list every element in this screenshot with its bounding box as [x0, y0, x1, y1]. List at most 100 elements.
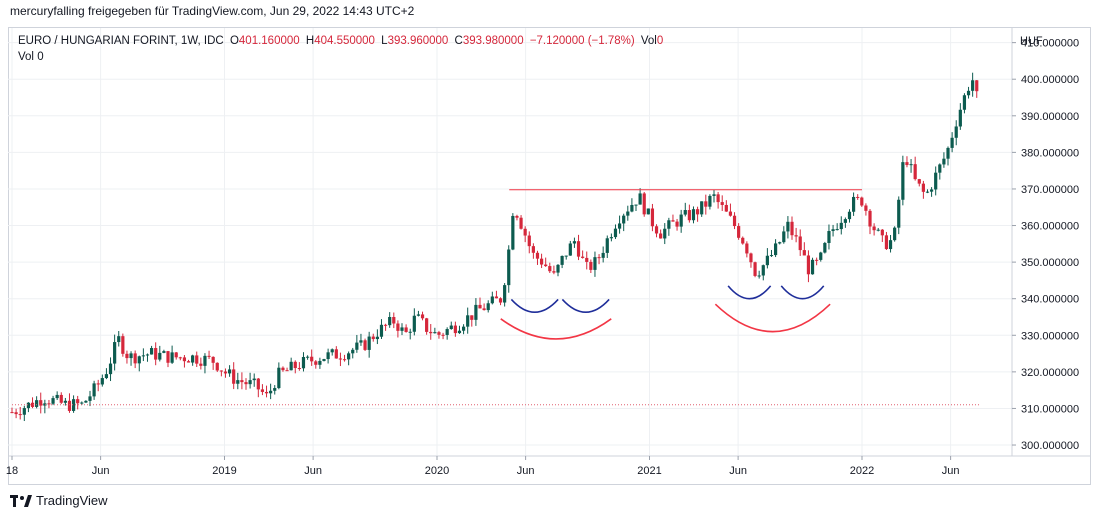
candle — [642, 191, 646, 217]
candle — [720, 195, 724, 211]
candle — [232, 362, 236, 390]
candle — [794, 227, 798, 243]
candle — [43, 399, 47, 414]
candle — [371, 333, 375, 342]
candle — [585, 251, 589, 270]
candle — [507, 245, 511, 293]
candle — [589, 259, 593, 274]
currency-label: HUF — [1020, 35, 1043, 47]
y-tick-label: 340.000000 — [1021, 294, 1079, 306]
candle — [798, 229, 802, 256]
candle — [289, 357, 293, 371]
candle — [219, 370, 223, 377]
candle — [872, 223, 876, 236]
candle — [654, 224, 659, 238]
candle — [679, 209, 683, 233]
candle — [901, 155, 905, 206]
candle — [355, 334, 359, 353]
candle — [560, 255, 564, 269]
time-axis: 18 Jun 2019 Jun 2020 Jun 2021 Jun 2022 Jun — [6, 455, 1090, 477]
candle — [326, 348, 330, 364]
candle — [601, 246, 605, 263]
red-arc-drawing — [714, 303, 831, 333]
candle — [453, 321, 457, 337]
candle — [921, 180, 925, 199]
candle — [437, 330, 441, 339]
candle — [494, 290, 499, 299]
footer: TradingView — [10, 493, 108, 508]
candle — [117, 331, 121, 347]
candle — [626, 205, 630, 221]
candle — [383, 323, 388, 331]
candle — [162, 349, 166, 354]
candle — [675, 218, 679, 231]
candle — [178, 356, 182, 361]
candle — [769, 249, 774, 257]
candle — [420, 311, 425, 321]
candle — [823, 241, 827, 254]
candle — [14, 408, 18, 419]
volume-label[interactable]: Vol — [18, 51, 34, 63]
candle — [297, 362, 301, 371]
y-tick-label: 380.000000 — [1021, 147, 1079, 159]
candle — [544, 257, 548, 267]
candle — [170, 345, 174, 364]
footer-brand[interactable]: TradingView — [36, 493, 108, 508]
candle — [88, 390, 92, 407]
candle — [913, 156, 917, 181]
candle — [728, 203, 733, 217]
symbol-name[interactable]: EURO / HUNGARIAN FORINT, 1W, IDC — [18, 35, 224, 47]
candle — [695, 206, 700, 222]
candle — [864, 203, 868, 216]
candle — [363, 338, 367, 351]
candle — [531, 243, 535, 259]
candle — [441, 332, 445, 340]
candle — [478, 297, 482, 309]
candle — [347, 351, 351, 366]
candle — [342, 354, 347, 362]
vol-value: 0 — [656, 35, 664, 47]
candle — [330, 348, 334, 356]
candle — [954, 120, 958, 146]
candle — [252, 373, 256, 387]
candle — [716, 191, 720, 209]
candle — [548, 262, 552, 273]
candle — [154, 342, 158, 366]
high-label: H — [305, 35, 315, 47]
candle — [962, 93, 967, 114]
candle — [51, 395, 55, 406]
candle — [893, 226, 897, 242]
candle — [839, 216, 843, 235]
candle — [71, 395, 76, 413]
candle — [445, 327, 449, 340]
blue-arc-drawing — [510, 298, 559, 314]
candle — [158, 345, 162, 362]
candle — [199, 357, 203, 370]
open-value: 401.160000 — [238, 35, 300, 47]
y-tick-label: 320.000000 — [1021, 367, 1079, 379]
y-tick-label: 400.000000 — [1021, 74, 1079, 86]
candle — [466, 307, 470, 334]
candle — [470, 315, 474, 327]
blue-arc-drawing — [561, 298, 610, 314]
candle — [359, 333, 363, 346]
candle — [425, 317, 429, 335]
candle — [613, 224, 618, 240]
grid — [8, 28, 1012, 456]
candle — [712, 189, 716, 203]
x-tick-label: Jun — [942, 465, 960, 477]
candle — [236, 372, 240, 390]
candle — [375, 329, 379, 345]
candle — [47, 399, 51, 409]
candle — [408, 328, 412, 340]
candle — [301, 352, 306, 372]
candle — [277, 362, 281, 390]
candle — [946, 146, 950, 166]
candle — [396, 320, 400, 338]
candle — [605, 235, 609, 258]
candle — [556, 264, 560, 277]
x-tick-label: Jun — [92, 465, 110, 477]
candle — [318, 357, 322, 369]
candle — [806, 250, 811, 283]
